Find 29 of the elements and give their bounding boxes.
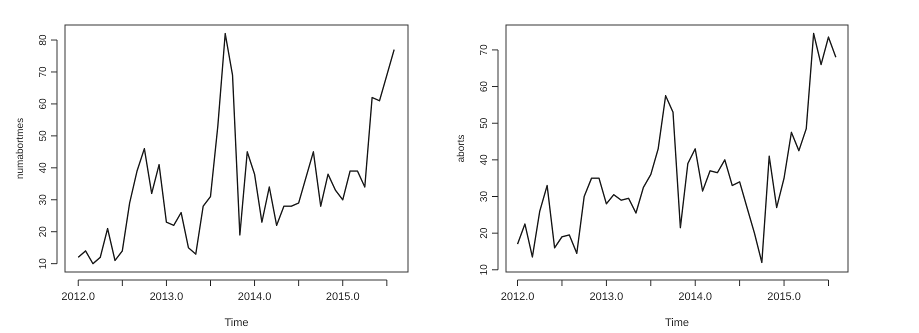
y-axis-title: numabortmes [15, 118, 26, 180]
x-tick-label: 2014.0 [238, 291, 272, 303]
y-tick-label: 40 [38, 162, 49, 174]
line-series [78, 32, 395, 264]
y-tick-label: 60 [479, 80, 490, 92]
x-tick-label: 2012.0 [500, 291, 534, 303]
y-tick-label: 10 [479, 264, 490, 276]
y-tick-label: 20 [38, 226, 49, 238]
y-tick-label: 30 [38, 194, 49, 206]
x-tick-label: 2014.0 [678, 291, 712, 303]
y-tick-label: 30 [479, 190, 490, 202]
x-tick-label: 2015.0 [767, 291, 801, 303]
y-tick-label: 10 [38, 258, 49, 270]
x-tick-label: 2013.0 [590, 291, 624, 303]
y-tick-label: 20 [479, 227, 490, 239]
y-tick-label: 60 [38, 98, 49, 110]
x-axis-title: Time [664, 317, 690, 329]
x-tick-label: 2013.0 [150, 291, 184, 303]
y-tick-label: 70 [38, 66, 49, 78]
line-series [516, 32, 837, 264]
x-tick-label: 2015.0 [326, 291, 360, 303]
y-tick-label: 70 [479, 44, 490, 56]
y-tick-label: 50 [479, 117, 490, 129]
x-tick-label: 2012.0 [61, 291, 96, 303]
y-tick-label: 40 [479, 154, 490, 166]
x-axis-title: Time [224, 317, 249, 329]
y-axis-title: aborts [456, 134, 467, 162]
y-tick-label: 50 [38, 130, 49, 142]
y-tick-label: 80 [38, 34, 49, 46]
